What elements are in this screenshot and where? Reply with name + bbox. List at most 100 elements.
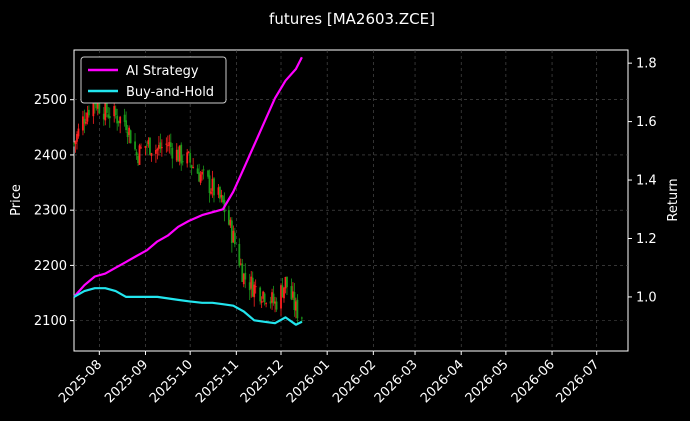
candle-body: [108, 116, 111, 119]
y-left-tick-label: 2300: [34, 204, 67, 219]
x-axis-ticks: 2025-082025-092025-102025-112025-122026-…: [56, 351, 603, 406]
candle-body: [275, 301, 278, 310]
candle-body: [128, 127, 131, 135]
candle-body: [260, 301, 263, 303]
candle-body: [156, 148, 159, 151]
candle-body: [92, 98, 95, 117]
candle-body: [244, 272, 247, 280]
candle-body: [114, 108, 117, 116]
candle-body: [83, 118, 86, 124]
candle-body: [129, 130, 132, 144]
candle-body: [144, 145, 147, 148]
candle-body: [248, 282, 251, 291]
ai-strategy-line: [73, 56, 303, 298]
candle-body: [293, 292, 296, 311]
candle-body: [238, 244, 241, 266]
candle-body: [239, 263, 242, 265]
candle-body: [160, 147, 163, 149]
candle-body: [207, 170, 209, 177]
candle-body: [86, 112, 89, 122]
candle-body: [102, 113, 105, 120]
candle-body: [201, 171, 203, 175]
candle-body: [87, 109, 90, 116]
candle-body: [177, 149, 180, 162]
candle-body: [196, 168, 199, 174]
candle-body: [253, 284, 256, 298]
candle-body: [149, 137, 151, 155]
candle-body: [220, 195, 223, 198]
candle-body: [125, 120, 128, 131]
candle-body: [265, 303, 268, 305]
x-tick-label: 2026-07: [554, 357, 603, 406]
x-tick-label: 2026-03: [372, 357, 421, 406]
candle-body: [165, 143, 168, 145]
candle-body: [294, 301, 297, 311]
y-left-axis-label: Price: [9, 184, 24, 216]
candle-body: [95, 102, 98, 109]
candle-body: [292, 291, 294, 298]
candle-body: [284, 276, 287, 289]
candle-body: [159, 142, 162, 149]
candle-body: [157, 145, 160, 149]
candle-body: [140, 147, 142, 149]
candle-body: [272, 293, 275, 304]
candle-body: [219, 186, 221, 199]
candle-body: [300, 317, 303, 319]
candle-body: [98, 103, 101, 114]
legend: AI Strategy Buy-and-Hold: [80, 56, 227, 104]
candle-body: [230, 220, 233, 243]
x-tick-label: 2025-11: [193, 357, 242, 406]
candle-body: [116, 115, 119, 124]
candle-body: [117, 120, 120, 124]
candle-body: [134, 141, 136, 150]
candle-body: [286, 276, 288, 288]
candle-body: [169, 142, 172, 147]
candle-body: [263, 293, 266, 303]
candle-body: [232, 230, 235, 243]
x-tick-label: 2026-05: [463, 357, 512, 406]
candle-body: [107, 114, 110, 118]
candle-body: [137, 155, 139, 163]
candle-body: [96, 101, 99, 109]
candle-body: [233, 232, 236, 245]
candle-body: [229, 219, 232, 226]
y-left-tick-label: 2400: [34, 148, 67, 163]
y-left-tick-label: 2500: [34, 93, 67, 108]
candle-body: [281, 285, 284, 298]
legend-label-ai-strategy: AI Strategy: [126, 64, 199, 79]
candle-body: [271, 292, 273, 303]
price-candles: [73, 94, 303, 325]
candle-body: [189, 153, 192, 163]
candle-body: [222, 195, 224, 203]
candle-body: [135, 151, 138, 156]
candle-body: [74, 141, 77, 145]
candle-body: [77, 128, 80, 137]
candle-body: [119, 116, 122, 124]
y-right-tick-label: 1.4: [636, 174, 657, 189]
candle-body: [241, 263, 244, 282]
y-left-axis-ticks: 2100 2200 2300 2400 2500: [34, 93, 74, 329]
candle-body: [198, 172, 200, 182]
candle-body: [242, 273, 245, 285]
y-right-tick-label: 1.2: [636, 232, 657, 247]
candle-body: [213, 178, 215, 196]
candle-body: [187, 151, 190, 153]
x-tick-label: 2026-06: [509, 357, 558, 406]
candle-body: [82, 116, 84, 131]
candle-body: [190, 165, 193, 168]
candle-body: [105, 98, 108, 113]
candle-body: [113, 106, 116, 117]
candle-body: [85, 121, 87, 124]
x-tick-label: 2025-10: [147, 357, 196, 406]
candle-body: [274, 301, 276, 304]
candle-body: [168, 142, 171, 146]
candle-body: [192, 166, 195, 168]
candle-body: [269, 301, 272, 304]
y-left-tick-label: 2200: [34, 259, 67, 274]
candle-body: [178, 145, 181, 162]
candle-body: [208, 175, 211, 194]
candle-body: [186, 152, 189, 164]
candle-body: [262, 291, 265, 299]
x-tick-label: 2026-02: [330, 357, 379, 406]
